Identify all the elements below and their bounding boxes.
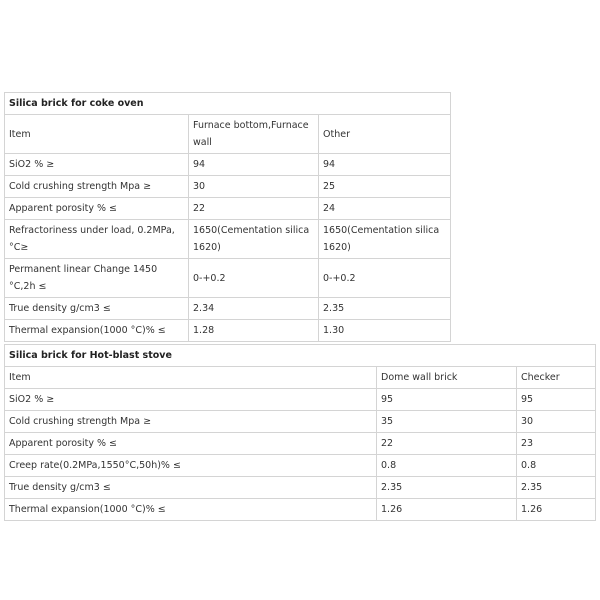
table-header-row: Item Furnace bottom,Furnace wall Other [4,114,452,154]
row-label: SiO2 % ≥ [4,388,377,411]
cell-value: 0.8 [376,454,517,477]
hot-blast-stove-table: Silica brick for Hot-blast stove Item Dome… [3,344,597,521]
row-label: True density g/cm3 ≤ [4,476,377,499]
row-label: SiO2 % ≥ [4,153,189,176]
cell-value: 0.8 [515,454,597,477]
table-row: Thermal expansion(1000 °C)% ≤1.26 1.26 [4,498,597,521]
cell-value: 22 [188,197,319,220]
row-label: Permanent linear Change 1450 °C,2h ≤ [4,258,189,298]
cell-value: 95 [376,388,517,411]
column-header: Checker [515,366,597,389]
table-title-row: Silica brick for coke oven [3,92,452,115]
column-header: Item [4,366,377,389]
table-row: Apparent porosity % ≤22 24 [4,197,452,220]
cell-value: 94 [188,153,319,176]
table-title: Silica brick for Hot-blast stove [3,344,597,367]
cell-value: 94 [317,153,452,176]
cell-value: 22 [376,432,517,455]
cell-value: 30 [515,410,597,433]
cell-value: 1.28 [188,319,319,342]
table-row: Refractoriness under load, 0.2MPa, °C≥ 16… [4,219,452,259]
cell-value: 1650(Cementation silica 1620) [188,219,319,259]
cell-value: 23 [515,432,597,455]
cell-value: 2.34 [188,297,319,320]
table-row: SiO2 % ≥95 95 [4,388,597,411]
table-header-row: Item Dome wall brick Checker [4,366,597,389]
cell-value: 1.26 [515,498,597,521]
cell-value: 0-+0.2 [188,258,319,298]
row-label: Creep rate(0.2MPa,1550°C,50h)% ≤ [4,454,377,477]
table-row: True density g/cm3 ≤2.34 2.35 [4,297,452,320]
row-label: Cold crushing strength Mpa ≥ [4,410,377,433]
column-header: Furnace bottom,Furnace wall [188,114,319,154]
table-row: Creep rate(0.2MPa,1550°C,50h)% ≤0.8 0.8 [4,454,597,477]
row-label: Refractoriness under load, 0.2MPa, °C≥ [4,219,189,259]
column-header: Dome wall brick [376,366,517,389]
cell-value: 35 [376,410,517,433]
cell-value: 2.35 [317,297,452,320]
coke-oven-table: Silica brick for coke oven Item Furnace bo… [3,92,452,342]
cell-value: 95 [515,388,597,411]
table-row: Thermal expansion(1000 °C)% ≤1.28 1.30 [4,319,452,342]
table-title-row: Silica brick for Hot-blast stove [3,344,597,367]
column-header: Item [4,114,189,154]
cell-value: 30 [188,175,319,198]
table-row: Cold crushing strength Mpa ≥30 25 [4,175,452,198]
table-row: Cold crushing strength Mpa ≥35 30 [4,410,597,433]
cell-value: 0-+0.2 [317,258,452,298]
table-row: SiO2 % ≥94 94 [4,153,452,176]
cell-value: 2.35 [515,476,597,499]
cell-value: 25 [317,175,452,198]
column-header: Other [317,114,452,154]
table-title: Silica brick for coke oven [3,92,452,115]
row-label: Thermal expansion(1000 °C)% ≤ [4,498,377,521]
table-row: Permanent linear Change 1450 °C,2h ≤0-+0… [4,258,452,298]
cell-value: 24 [317,197,452,220]
row-label: Cold crushing strength Mpa ≥ [4,175,189,198]
cell-value: 2.35 [376,476,517,499]
row-label: Thermal expansion(1000 °C)% ≤ [4,319,189,342]
cell-value: 1650(Cementation silica 1620) [317,219,452,259]
row-label: Apparent porosity % ≤ [4,432,377,455]
cell-value: 1.30 [317,319,452,342]
table-row: Apparent porosity % ≤22 23 [4,432,597,455]
table-row: True density g/cm3 ≤2.35 2.35 [4,476,597,499]
cell-value: 1.26 [376,498,517,521]
row-label: Apparent porosity % ≤ [4,197,189,220]
row-label: True density g/cm3 ≤ [4,297,189,320]
